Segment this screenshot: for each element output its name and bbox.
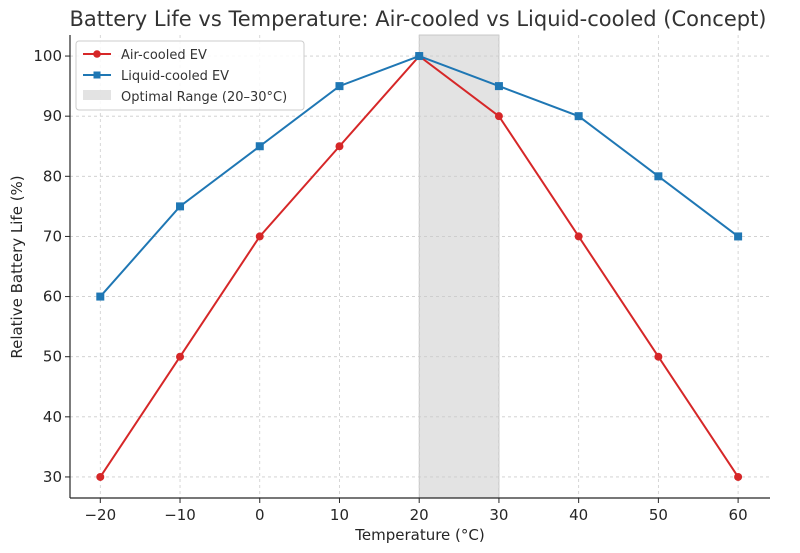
x-tick-label: 50 xyxy=(649,506,668,524)
y-axis-label: Relative Battery Life (%) xyxy=(8,175,26,358)
x-tick-label: 0 xyxy=(255,506,265,524)
series-layer xyxy=(96,52,743,481)
legend-label-optimal-range: Optimal Range (20–30°C) xyxy=(121,90,287,105)
y-tick-label: 60 xyxy=(43,288,62,306)
y-tick-label: 80 xyxy=(43,167,62,185)
data-point-liquid-cooled-ev xyxy=(335,82,344,91)
legend-item-optimal-range: Optimal Range (20–30°C) xyxy=(83,90,287,105)
data-point-air-cooled-ev xyxy=(734,472,743,481)
data-point-liquid-cooled-ev xyxy=(255,142,264,151)
legend: Air-cooled EV Liquid-cooled EV Optimal R… xyxy=(75,40,305,111)
data-point-liquid-cooled-ev xyxy=(96,292,105,301)
data-point-air-cooled-ev xyxy=(96,472,105,481)
legend-marker-circle xyxy=(93,50,101,58)
data-point-air-cooled-ev xyxy=(574,232,583,241)
data-point-liquid-cooled-ev xyxy=(415,52,424,61)
data-point-air-cooled-ev xyxy=(494,112,503,121)
legend-item-air-cooled: Air-cooled EV xyxy=(83,48,207,63)
x-ticks: −20 −10 0 10 20 30 40 50 60 xyxy=(84,498,748,524)
data-point-air-cooled-ev xyxy=(654,352,663,361)
y-tick-label: 50 xyxy=(43,348,62,366)
x-tick-label: 20 xyxy=(410,506,429,524)
data-point-liquid-cooled-ev xyxy=(734,232,743,241)
x-tick-label: 30 xyxy=(489,506,508,524)
legend-label-liquid-cooled: Liquid-cooled EV xyxy=(121,69,229,84)
y-tick-label: 100 xyxy=(33,47,62,65)
shaded-region-optimal-range xyxy=(418,34,500,499)
x-tick-label: 40 xyxy=(569,506,588,524)
plot-area: −20 −10 0 10 20 30 40 50 60 30 40 50 60 70 80 90 100 xyxy=(33,34,770,524)
y-tick-label: 90 xyxy=(43,107,62,125)
x-tick-label: 10 xyxy=(330,506,349,524)
y-ticks: 30 40 50 60 70 80 90 100 xyxy=(33,47,70,486)
legend-swatch-optimal-range xyxy=(83,90,111,100)
legend-box xyxy=(75,40,305,111)
data-point-liquid-cooled-ev xyxy=(494,82,503,91)
shade-layer xyxy=(418,34,500,499)
data-point-liquid-cooled-ev xyxy=(574,112,583,121)
legend-item-liquid-cooled: Liquid-cooled EV xyxy=(83,69,229,84)
data-point-liquid-cooled-ev xyxy=(654,172,663,181)
legend-marker-square xyxy=(93,71,101,79)
data-point-air-cooled-ev xyxy=(176,352,185,361)
y-tick-label: 30 xyxy=(43,468,62,486)
data-point-air-cooled-ev xyxy=(335,142,344,151)
x-tick-label: 60 xyxy=(729,506,748,524)
y-tick-label: 40 xyxy=(43,408,62,426)
x-axis-label: Temperature (°C) xyxy=(354,526,484,544)
y-tick-label: 70 xyxy=(43,227,62,245)
grid-layer xyxy=(70,35,770,498)
data-point-air-cooled-ev xyxy=(255,232,264,241)
x-tick-label: −10 xyxy=(164,506,196,524)
data-point-liquid-cooled-ev xyxy=(176,202,185,211)
legend-label-air-cooled: Air-cooled EV xyxy=(121,48,207,63)
x-tick-label: −20 xyxy=(84,506,116,524)
chart-title: Battery Life vs Temperature: Air-cooled … xyxy=(69,7,766,31)
